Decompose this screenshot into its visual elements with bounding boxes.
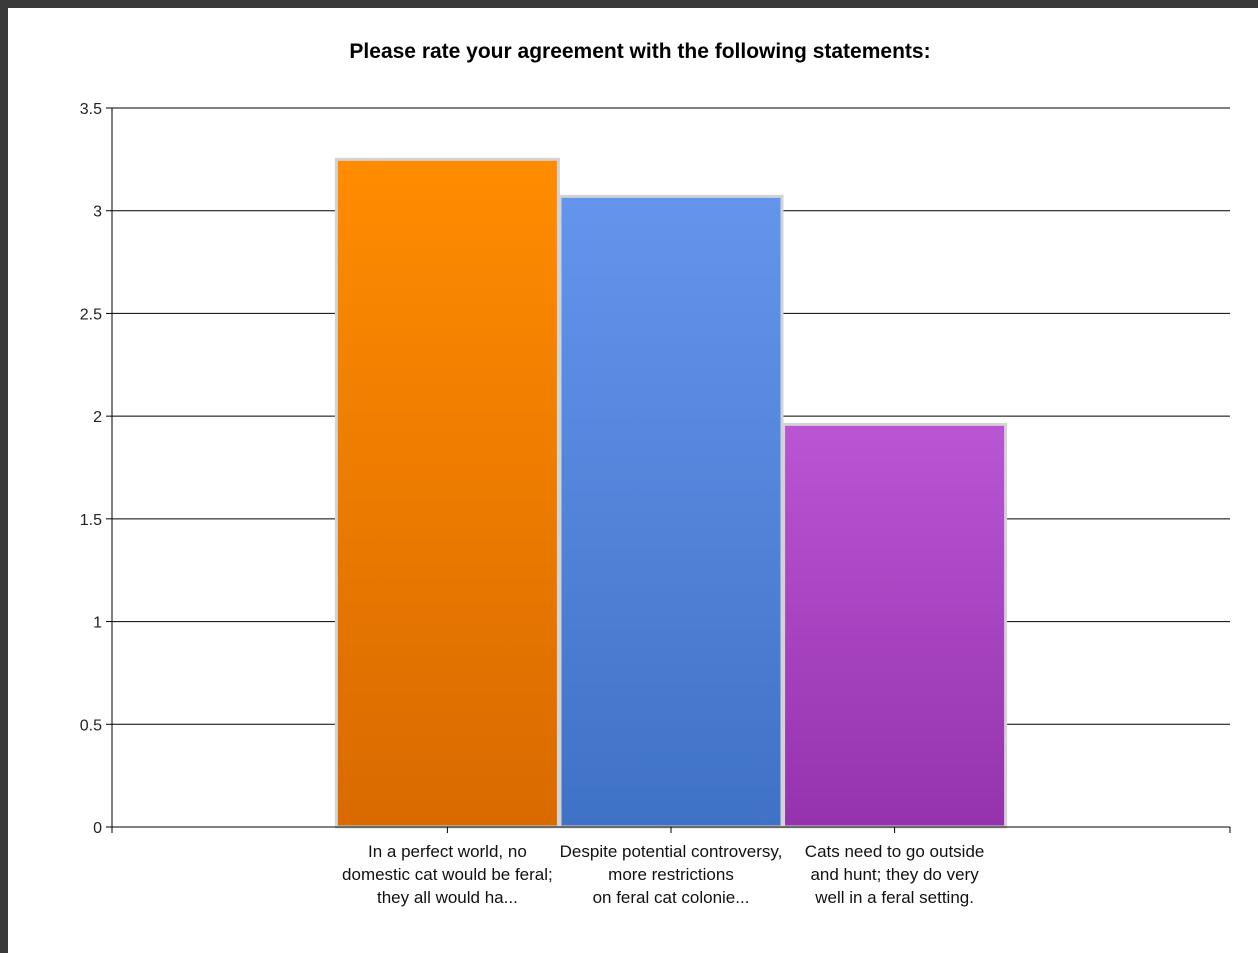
x-category-label: Cats need to go outside [805, 842, 985, 861]
bar-3 [782, 422, 1008, 829]
bar-chart: Please rate your agreement with the foll… [80, 40, 1231, 907]
y-tick-label: 2.5 [80, 306, 102, 323]
y-tick-label: 1 [93, 615, 102, 632]
x-category-label: Despite potential controversy, [560, 842, 783, 861]
x-category-label: and hunt; they do very [810, 865, 979, 884]
chart-title: Please rate your agreement with the foll… [349, 40, 930, 63]
x-category-label: In a perfect world, no [368, 842, 527, 861]
x-category-label: more restrictions [608, 865, 734, 884]
y-tick-label: 0.5 [80, 717, 102, 734]
x-category-label: they all would ha... [377, 888, 518, 907]
x-category-label: on feral cat colonie... [593, 888, 750, 907]
bar-1 [334, 157, 560, 829]
y-tick-label: 2 [93, 409, 102, 426]
bar-2 [558, 194, 784, 829]
chart-frame: Please rate your agreement with the foll… [8, 8, 1258, 953]
y-tick-label: 3 [93, 204, 102, 221]
x-category-label: domestic cat would be feral; [342, 865, 553, 884]
x-category-label: well in a feral setting. [814, 888, 974, 907]
y-tick-label: 0 [93, 820, 102, 837]
y-tick-label: 1.5 [80, 512, 102, 529]
y-tick-label: 3.5 [80, 101, 102, 118]
